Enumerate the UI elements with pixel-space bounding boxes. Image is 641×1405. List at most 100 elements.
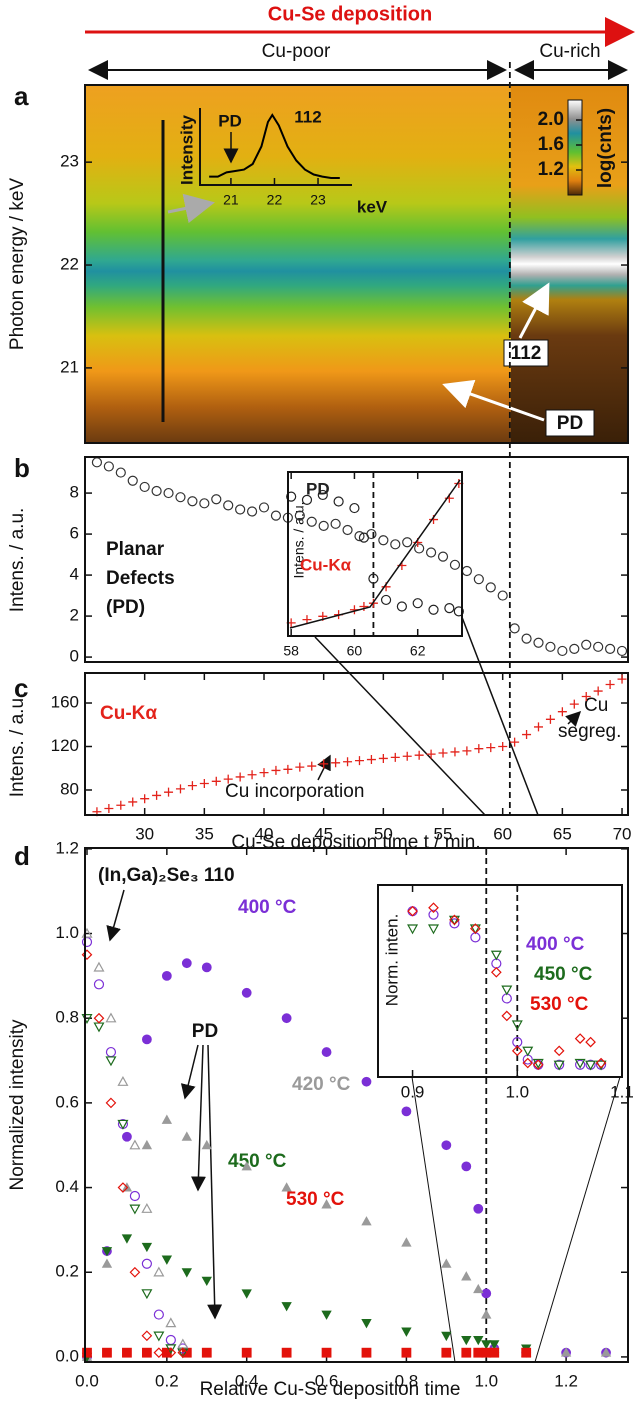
data-point xyxy=(593,641,604,652)
panel-label: a xyxy=(14,81,29,111)
zoom-line xyxy=(534,1076,621,1363)
data-point xyxy=(414,750,424,760)
x-tick-label: 0.4 xyxy=(235,1371,259,1390)
data-point xyxy=(301,494,313,505)
data-point xyxy=(153,1309,164,1320)
inset-y-label: Intensity xyxy=(177,115,196,185)
annotation: Planar xyxy=(106,539,165,560)
y-tick-label: 8 xyxy=(70,483,79,502)
data-point xyxy=(441,1347,452,1358)
data-point xyxy=(306,516,317,527)
data-point xyxy=(91,457,103,468)
data-point xyxy=(161,970,172,981)
data-point xyxy=(258,502,270,513)
data-point xyxy=(286,491,297,502)
data-point xyxy=(407,924,419,935)
panel-label: c xyxy=(14,673,28,703)
data-point xyxy=(318,520,329,531)
data-point xyxy=(201,962,212,973)
data-point xyxy=(585,1036,596,1048)
y-tick-label: 22 xyxy=(60,255,79,274)
data-point xyxy=(161,1114,173,1124)
colorbar-tick-label: 1.2 xyxy=(538,159,564,180)
data-point xyxy=(140,794,150,804)
inset-bg xyxy=(288,472,462,636)
data-point xyxy=(177,1347,189,1359)
x-axis-label: Relative Cu-Se deposition time xyxy=(200,1379,461,1400)
data-point xyxy=(223,500,234,511)
data-point xyxy=(295,762,305,772)
data-point xyxy=(489,1347,500,1358)
data-point xyxy=(101,1258,113,1268)
data-point xyxy=(522,730,532,740)
data-point xyxy=(330,518,341,529)
data-point xyxy=(302,615,312,625)
x-tick-label: 55 xyxy=(434,824,453,843)
data-point xyxy=(270,510,282,521)
data-point xyxy=(105,1046,117,1058)
data-point xyxy=(141,1347,152,1358)
data-point xyxy=(425,547,437,558)
data-point xyxy=(175,492,186,503)
x-tick-label: 35 xyxy=(195,824,214,843)
data-point xyxy=(359,601,369,611)
data-point xyxy=(569,699,579,709)
data-point xyxy=(390,539,401,550)
y-tick-label: 80 xyxy=(60,779,79,798)
y-axis-label: Photon energy / keV xyxy=(7,178,28,350)
inset-y-label: Intens. / a.u. xyxy=(291,501,307,578)
data-point xyxy=(575,1059,586,1070)
data-point xyxy=(461,565,472,577)
colorbar-tick-label: 2.0 xyxy=(538,109,564,130)
data-point xyxy=(93,979,105,990)
x-tick-label: 23 xyxy=(310,192,326,208)
data-point xyxy=(396,601,407,612)
data-point xyxy=(486,743,496,753)
data-point xyxy=(616,645,628,657)
series-label: 450 °C xyxy=(534,964,593,985)
data-point xyxy=(473,1335,484,1346)
plot-frame xyxy=(84,847,629,1363)
annotation-arrow xyxy=(518,282,550,339)
data-point xyxy=(490,966,502,978)
data-point xyxy=(331,758,341,768)
data-point xyxy=(223,774,233,784)
data-point xyxy=(473,1283,484,1294)
data-point xyxy=(402,537,413,548)
data-point xyxy=(81,936,93,948)
data-point xyxy=(165,1334,176,1346)
data-point xyxy=(574,1058,586,1069)
data-point xyxy=(139,481,150,493)
x-tick-label: 45 xyxy=(314,824,333,843)
data-point xyxy=(402,751,412,761)
data-point xyxy=(428,902,439,914)
data-point xyxy=(211,494,222,505)
data-point xyxy=(165,1344,177,1355)
data-point xyxy=(407,905,418,917)
data-point xyxy=(105,1097,117,1109)
series-label: 530 °C xyxy=(286,1189,345,1210)
data-point xyxy=(354,531,365,542)
data-point xyxy=(141,1202,153,1213)
data-point xyxy=(115,467,126,478)
data-point xyxy=(481,1309,492,1319)
header-title: Cu-Se deposition xyxy=(268,3,432,25)
data-point xyxy=(585,1060,597,1071)
zoom-line xyxy=(314,636,486,816)
data-point xyxy=(401,1347,412,1358)
data-point xyxy=(246,506,258,517)
annotation: segreg. xyxy=(558,721,621,742)
y-tick-label: 23 xyxy=(60,152,79,171)
annotation-arrow xyxy=(190,1044,206,1192)
data-point xyxy=(81,949,93,961)
plot-frame xyxy=(84,456,629,663)
data-point xyxy=(241,987,252,998)
data-point xyxy=(595,1057,607,1069)
data-point xyxy=(444,603,455,614)
data-point xyxy=(321,1047,332,1057)
data-point xyxy=(82,1347,92,1358)
data-point xyxy=(473,1203,484,1214)
colorbar-tick-label: 1.6 xyxy=(538,134,564,155)
data-point xyxy=(581,691,591,701)
data-point xyxy=(453,606,464,617)
